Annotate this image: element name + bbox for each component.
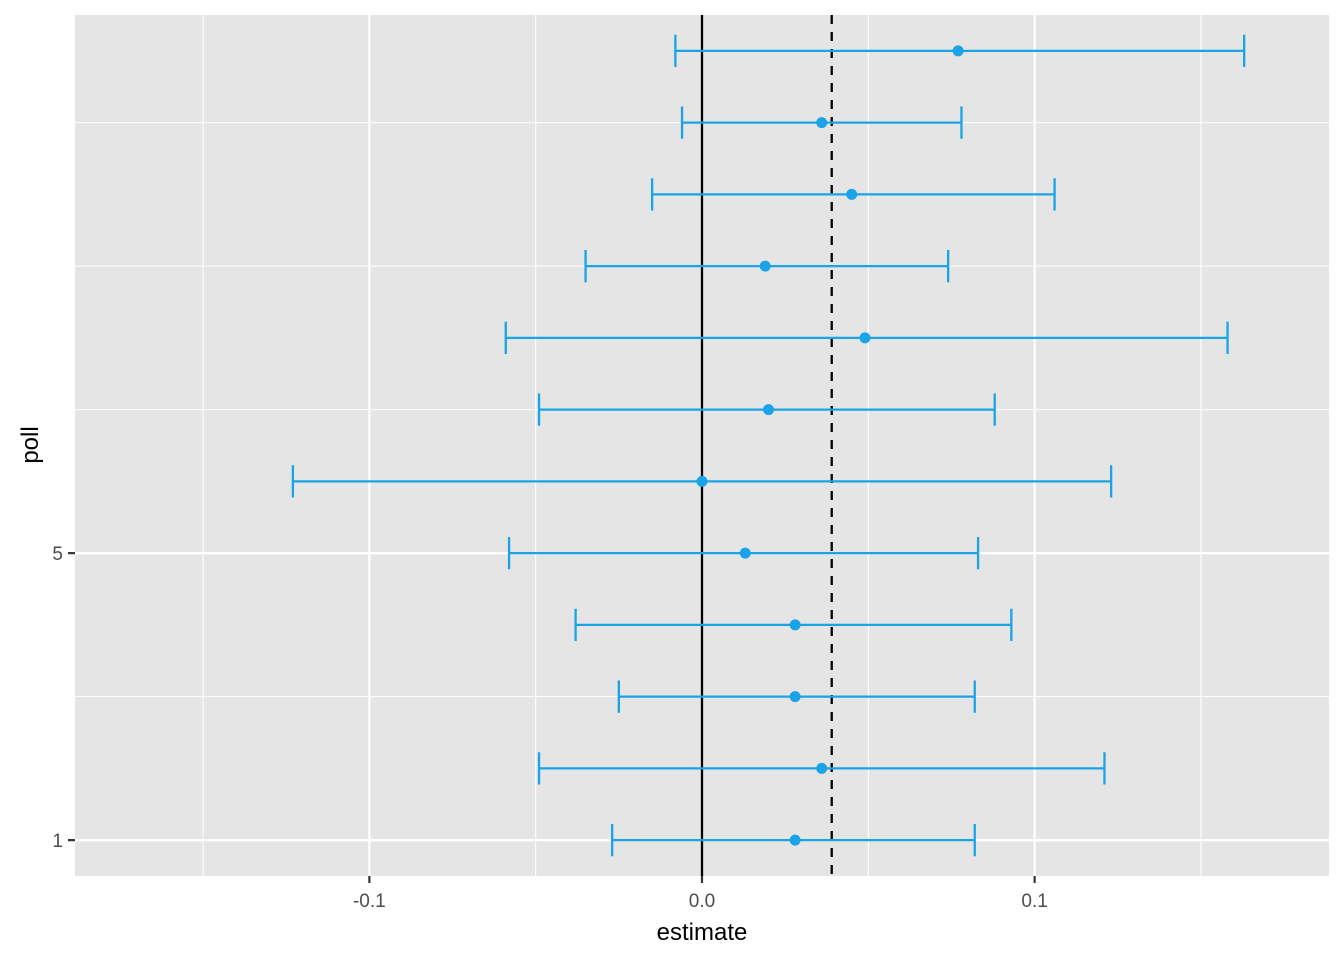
estimate-point [846, 188, 858, 200]
x-axis: -0.1 0.0 0.1 [353, 876, 1048, 912]
estimate-point [816, 762, 828, 774]
estimate-point [739, 547, 751, 559]
estimate-point [759, 260, 771, 272]
estimate-point [859, 332, 871, 344]
x-tick-label: 0.1 [1021, 891, 1047, 912]
y-axis: 15 [52, 544, 75, 852]
x-tick-label: -0.1 [353, 891, 386, 912]
estimate-point [696, 475, 708, 487]
estimate-point [952, 45, 964, 57]
estimate-points [696, 45, 964, 846]
estimate-point [789, 619, 801, 631]
x-tick-label: 0.0 [689, 891, 715, 912]
y-tick-label: 1 [52, 831, 63, 852]
x-axis-title: estimate [657, 919, 748, 946]
estimate-point [816, 117, 828, 129]
y-tick-label: 5 [52, 544, 63, 565]
reference-lines [700, 15, 833, 876]
estimate-point [789, 691, 801, 703]
estimate-point [789, 834, 801, 846]
y-axis-title: poll [17, 426, 44, 463]
estimate-point [763, 404, 775, 416]
